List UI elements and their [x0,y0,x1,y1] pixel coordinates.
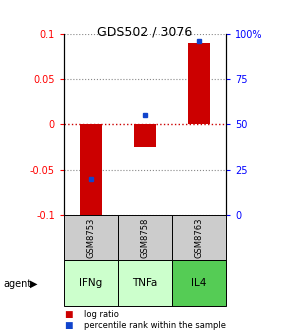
Text: percentile rank within the sample: percentile rank within the sample [84,322,226,330]
Bar [80,124,102,217]
Bar [134,124,156,147]
Text: IFNg: IFNg [79,278,102,288]
Bar [118,215,172,260]
Text: GSM8763: GSM8763 [195,217,204,258]
Bar [118,260,172,306]
Text: agent: agent [3,279,31,289]
Bar [172,215,226,260]
Text: TNFa: TNFa [132,278,158,288]
Text: ■: ■ [64,310,72,319]
Text: ■: ■ [64,322,72,330]
Text: ▶: ▶ [30,279,38,289]
Text: GSM8753: GSM8753 [86,217,95,258]
Text: log ratio: log ratio [84,310,119,319]
Text: GSM8758: GSM8758 [140,217,150,258]
Bar [188,43,210,124]
Bar [64,215,118,260]
Bar [172,260,226,306]
Bar [64,260,118,306]
Text: IL4: IL4 [191,278,207,288]
Text: GDS502 / 3076: GDS502 / 3076 [97,25,193,38]
